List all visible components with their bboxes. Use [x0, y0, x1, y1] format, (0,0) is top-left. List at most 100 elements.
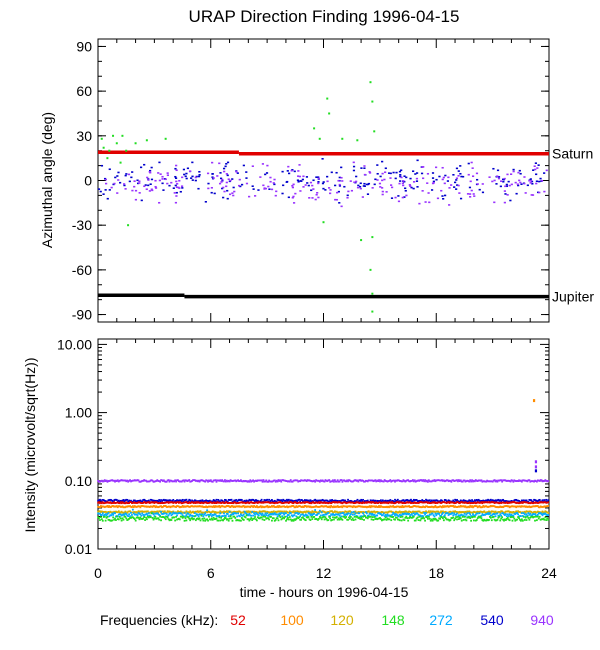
intensity-52khz [504, 502, 507, 504]
intensity-52khz [533, 501, 535, 504]
intensity-148khz [336, 518, 339, 521]
intensity-120khz [281, 510, 284, 513]
intensity-540khz [223, 500, 225, 503]
intensity-120khz [364, 511, 366, 514]
intensity-272khz [458, 515, 461, 517]
intensity-148khz [543, 518, 546, 521]
intensity-540khz [306, 499, 309, 502]
intensity-120khz [542, 511, 545, 514]
intensity-540khz [272, 500, 275, 503]
intensity-272khz [330, 513, 333, 516]
intensity-272khz [506, 513, 509, 516]
jupiter-label: Jupiter [552, 289, 594, 305]
intensity-940khz [148, 480, 151, 483]
intensity-120khz [366, 510, 369, 513]
intensity-148khz [405, 515, 408, 518]
intensity-940khz [420, 479, 423, 481]
intensity-540khz [281, 500, 284, 503]
intensity-148khz [234, 517, 237, 519]
intensity-100khz [198, 505, 201, 507]
intensity-940khz [309, 479, 312, 482]
intensity-272khz [131, 514, 133, 516]
intensity-148khz [392, 515, 395, 518]
intensity-272khz [507, 515, 510, 517]
intensity-940khz [451, 479, 454, 482]
intensity-940khz [398, 480, 401, 482]
intensity-120khz [472, 511, 474, 514]
intensity-940khz [146, 480, 148, 483]
intensity-540khz [445, 500, 448, 503]
intensity-120khz [213, 511, 216, 514]
intensity-272khz [231, 512, 234, 515]
intensity-272khz [431, 512, 434, 515]
intensity-120khz [519, 510, 521, 513]
intensity-52khz [455, 501, 457, 504]
intensity-540khz [330, 500, 333, 502]
intensity-272khz [514, 513, 517, 516]
intensity-540khz [430, 499, 433, 502]
intensity-148khz [361, 518, 364, 521]
intensity-52khz [274, 501, 277, 504]
intensity-940khz [442, 479, 445, 482]
point-540khz [509, 199, 512, 202]
intensity-148khz [440, 516, 442, 519]
intensity-148khz [369, 515, 372, 518]
intensity-148khz [472, 515, 474, 518]
intensity-148khz [511, 519, 514, 522]
intensity-272khz [253, 512, 255, 515]
intensity-100khz [386, 506, 389, 509]
intensity-148khz [345, 516, 348, 518]
point-540khz [108, 168, 111, 171]
intensity-52khz [100, 502, 103, 505]
point-540khz [340, 166, 343, 169]
intensity-120khz [237, 511, 239, 514]
intensity-120khz [405, 510, 408, 513]
point-940khz [302, 175, 305, 178]
intensity-100khz [538, 506, 541, 509]
intensity-52khz [145, 502, 147, 504]
intensity-940khz [395, 479, 397, 482]
intensity-148khz [363, 518, 365, 521]
intensity-272khz [291, 515, 294, 518]
intensity-120khz [365, 511, 368, 513]
intensity-120khz [509, 511, 512, 513]
intensity-540khz [349, 500, 351, 502]
intensity-52khz [450, 501, 453, 504]
intensity-100khz [287, 505, 290, 508]
intensity-272khz [162, 513, 164, 515]
intensity-100khz [100, 505, 102, 507]
intensity-120khz [146, 510, 149, 513]
intensity-100khz [139, 506, 142, 509]
intensity-148khz [389, 515, 392, 518]
intensity-52khz [419, 501, 422, 503]
intensity-940khz [483, 480, 486, 483]
intensity-52khz [151, 501, 154, 504]
intensity-540khz [264, 499, 267, 502]
intensity-272khz [239, 515, 241, 518]
intensity-272khz [509, 514, 512, 517]
intensity-120khz [292, 510, 295, 513]
point-540khz [363, 182, 366, 185]
intensity-120khz [477, 511, 480, 514]
point-540khz [273, 183, 276, 186]
intensity-52khz [299, 501, 302, 504]
intensity-52khz [140, 502, 143, 504]
intensity-940khz [267, 480, 270, 483]
intensity-148khz [422, 516, 425, 519]
intensity-940khz [389, 479, 392, 481]
point-940khz [402, 184, 405, 187]
intensity-272khz [526, 514, 529, 517]
point-540khz [239, 185, 242, 188]
intensity-940khz [240, 479, 242, 482]
point-540khz [104, 189, 107, 191]
intensity-272khz [264, 512, 267, 515]
intensity-52khz [519, 501, 521, 504]
intensity-52khz [246, 501, 249, 504]
point-540khz [221, 187, 224, 190]
point-940khz [175, 195, 178, 197]
intensity-52khz [393, 502, 395, 505]
intensity-52khz [412, 502, 415, 504]
intensity-540khz [409, 499, 411, 502]
intensity-148khz [452, 516, 455, 519]
intensity-148khz [410, 516, 412, 519]
